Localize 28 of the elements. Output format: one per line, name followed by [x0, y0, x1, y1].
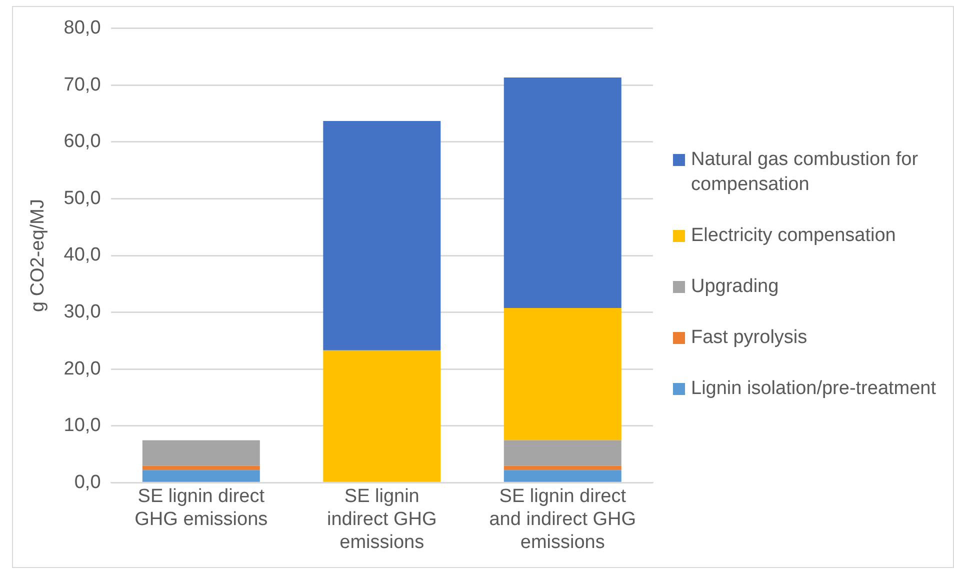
bar — [142, 466, 260, 470]
x-tick-label: SE lignin direct GHG emissions — [134, 486, 268, 530]
y-axis-title: g CO2-eq/MJ — [28, 199, 49, 312]
y-tick-label: 50,0 — [64, 188, 101, 209]
y-tick-label: 10,0 — [64, 415, 101, 436]
legend-label: Lignin isolation/pre-treatment — [691, 377, 936, 401]
y-tick-label: 30,0 — [64, 302, 101, 323]
bar — [504, 440, 622, 466]
bar — [504, 308, 622, 440]
y-tick-label: 0,0 — [74, 472, 101, 493]
legend-label: Fast pyrolysis — [691, 326, 808, 350]
bar — [323, 350, 441, 482]
legend-label: Upgrading — [691, 275, 779, 299]
bar — [504, 78, 622, 308]
y-tick-label: 40,0 — [64, 244, 101, 266]
legend-label: Electricity compensation — [691, 224, 896, 248]
y-tick-label: 60,0 — [64, 131, 101, 152]
x-tick-label: SE lignin direct and indirect GHG emissions — [489, 486, 636, 553]
legend-label: Natural gas combustion for compensation — [691, 148, 920, 197]
bar — [142, 470, 260, 482]
bar — [323, 120, 441, 350]
bar — [142, 440, 260, 466]
y-tick-label: 70,0 — [64, 74, 101, 96]
bar — [504, 466, 622, 470]
y-tick-label: 20,0 — [64, 358, 101, 380]
y-tick-label: 80,0 — [64, 18, 101, 39]
x-tick-label: SE lignin indirect GHG emissions — [326, 486, 437, 553]
bar — [504, 470, 622, 482]
